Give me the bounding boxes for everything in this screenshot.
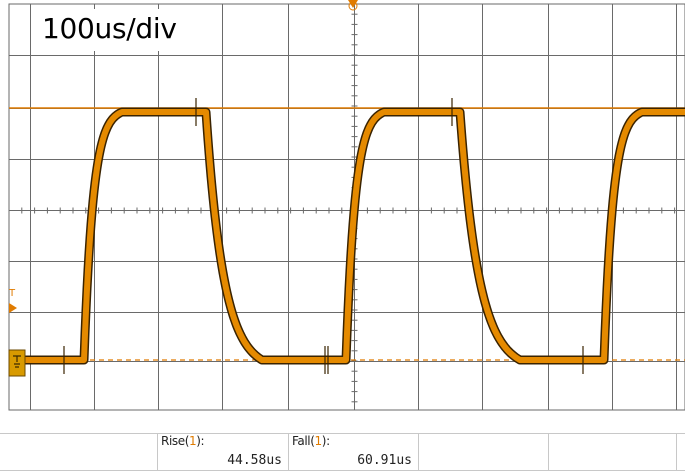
- trace-waveform: [7, 109, 685, 363]
- measurement-separator: [548, 434, 549, 470]
- empty-measurement-cell[interactable]: [549, 434, 676, 470]
- measurement-separator: [418, 434, 419, 470]
- screen-markers: T: [8, 0, 358, 377]
- measurement-separator: [288, 434, 289, 470]
- ground-symbol-icon: [13, 355, 21, 368]
- measurement-name: Fall(1):: [292, 434, 330, 448]
- waveform-screen[interactable]: T: [0, 0, 685, 420]
- measurement-bar-top-rule: [0, 433, 685, 434]
- measurement-bar-bottom-rule: [0, 470, 685, 471]
- trigger-position-marker-icon[interactable]: [348, 0, 358, 8]
- trigger-level-letter: T: [8, 288, 16, 299]
- channel-1-trace: [5, 98, 685, 374]
- measurement-bar: Rise(1): 44.58us Fall(1): 60.91us: [0, 433, 685, 471]
- trigger-level-marker-icon[interactable]: [9, 303, 17, 313]
- trigger-position-ring-icon: [348, 1, 358, 11]
- measurement-value: 60.91us: [357, 453, 412, 468]
- empty-measurement-cell[interactable]: [419, 434, 548, 470]
- rise-measurement-cell[interactable]: Rise(1): 44.58us: [158, 434, 288, 470]
- channel-1-ground-marker-icon[interactable]: [8, 349, 26, 377]
- fall-measurement-cell[interactable]: Fall(1): 60.91us: [289, 434, 418, 470]
- measurement-separator: [157, 434, 158, 470]
- measurement-separator: [676, 434, 677, 470]
- timebase-label: 100us/div: [34, 9, 185, 51]
- measurement-name: Rise(1):: [161, 434, 205, 448]
- measurement-value: 44.58us: [227, 453, 282, 468]
- graticule-border: [8, 3, 685, 411]
